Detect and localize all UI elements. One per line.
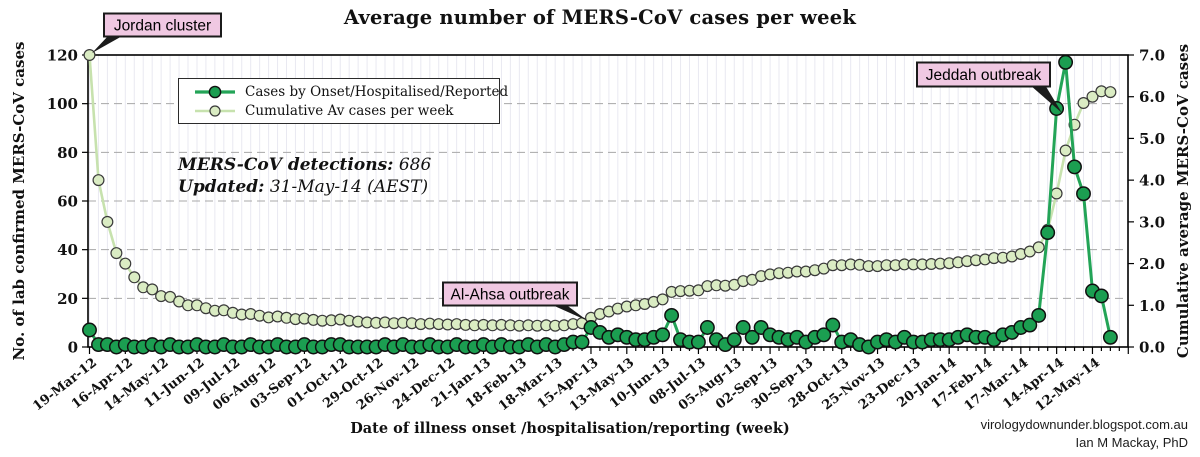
callout-tail <box>550 304 588 321</box>
y-tick-label: 0.0 <box>1139 339 1165 357</box>
data-point <box>146 283 159 296</box>
stats-block: MERS-CoV detections: 686 Updated: 31-May… <box>178 155 431 198</box>
y-axis-title-left: No. of lab confirmed MERS-CoV cases <box>10 41 28 361</box>
legend-swatch-cumulative-icon <box>195 104 235 117</box>
data-point <box>735 320 751 335</box>
credit-url: virologydownunder.blogspot.com.au <box>980 417 1188 432</box>
chart-title: Average number of MERS-CoV cases per wee… <box>343 6 857 29</box>
data-point <box>1093 288 1109 304</box>
y-axis-right-tick-labels: 0.0 1.0 2.0 3.0 4.0 5.0 6.0 7.0 <box>1139 47 1165 357</box>
legend: Cases by Onset/Hospitalised/Reported Cum… <box>178 78 508 124</box>
data-point <box>655 327 671 343</box>
legend-label-cases: Cases by Onset/Hospitalised/Reported <box>245 83 509 100</box>
y-axis-title-right: Cumulative average MERS-CoV cases <box>1174 43 1192 359</box>
data-point <box>1031 307 1047 323</box>
data-point <box>83 48 96 61</box>
horizontal-gridlines <box>88 103 1128 299</box>
legend-label-cumulative: Cumulative Av cases per week <box>245 102 454 119</box>
data-point <box>1050 187 1063 200</box>
y-axis-right-ticks <box>1128 54 1134 348</box>
annotation-jordan-cluster: Jordan cluster <box>92 12 222 53</box>
updated-line: Updated: 31-May-14 (AEST) <box>178 177 431 199</box>
legend-item-cases: Cases by Onset/Hospitalised/Reported <box>192 82 508 101</box>
data-point <box>690 334 706 350</box>
callout-box <box>442 281 578 307</box>
y-tick-label: 60 <box>57 193 78 211</box>
data-point <box>726 332 742 348</box>
annotation-label: Jeddah outbreak <box>926 67 1042 84</box>
data-point <box>1022 317 1038 333</box>
data-point <box>1076 186 1091 202</box>
annotation-jeddah-outbreak: Jeddah outbreak <box>916 61 1062 113</box>
data-point <box>1067 159 1082 175</box>
y-tick-label: 100 <box>47 95 78 113</box>
data-point <box>119 257 132 270</box>
detections-line: MERS-CoV detections: 686 <box>178 155 431 177</box>
data-point <box>1077 96 1090 109</box>
data-point <box>128 271 141 284</box>
y-tick-label: 7.0 <box>1139 47 1165 65</box>
x-axis-tick-labels: 19-Mar-1216-Apr-1214-May-1211-Jun-1209-J… <box>30 355 1103 414</box>
data-point <box>656 293 669 306</box>
y-tick-label: 80 <box>57 144 78 162</box>
data-point <box>1040 225 1056 241</box>
data-point <box>1059 144 1072 157</box>
annotation-label: Jordan cluster <box>114 18 211 35</box>
legend-item-cumulative: Cumulative Av cases per week <box>192 101 499 120</box>
y-tick-label: 0 <box>68 339 78 357</box>
y-tick-label: 20 <box>57 290 78 308</box>
y-tick-label: 120 <box>47 47 78 65</box>
y-tick-label: 2.0 <box>1139 255 1165 273</box>
y-axis-left-tick-labels: 0 20 40 60 80 100 120 <box>47 47 78 357</box>
y-tick-label: 3.0 <box>1139 213 1165 231</box>
data-point <box>699 320 715 335</box>
data-point <box>574 334 590 350</box>
legend-swatch-cases-icon <box>195 85 235 98</box>
data-point <box>1086 90 1099 103</box>
data-point <box>664 307 680 323</box>
annotations-layer: Jordan cluster Al-Ahsa outbreak Jeddah o… <box>92 12 1062 321</box>
data-point <box>816 327 832 343</box>
y-axis-left-ticks <box>82 54 88 348</box>
data-point <box>92 174 105 187</box>
updated-value: 31-May-14 (AEST) <box>269 176 429 197</box>
data-point <box>110 247 123 260</box>
updated-label: Updated: <box>178 176 265 197</box>
annotation-alahsa-outbreak: Al-Ahsa outbreak <box>442 281 588 321</box>
callout-tail <box>92 35 124 53</box>
credit-block: virologydownunder.blogspot.com.au Ian M … <box>981 416 1188 451</box>
y-tick-label: 40 <box>57 241 78 259</box>
credit-author: Ian M Mackay, PhD <box>1075 434 1188 450</box>
data-point <box>82 322 97 338</box>
data-point <box>1102 329 1118 345</box>
data-point <box>1104 86 1117 99</box>
data-point <box>1032 241 1045 254</box>
detections-label: MERS-CoV detections: <box>178 155 394 175</box>
y-tick-label: 1.0 <box>1139 297 1165 315</box>
detections-value: 686 <box>398 155 432 175</box>
cases-series-markers <box>82 54 1118 355</box>
y-tick-label: 4.0 <box>1139 172 1165 190</box>
annotation-label: Al-Ahsa outbreak <box>451 287 570 304</box>
data-point <box>825 317 841 333</box>
callout-tail <box>1030 85 1062 113</box>
y-tick-label: 6.0 <box>1139 88 1165 106</box>
x-axis-title: Date of illness onset /hospitalisation/r… <box>350 420 790 437</box>
data-point <box>1058 54 1074 70</box>
y-tick-label: 5.0 <box>1139 130 1165 148</box>
callout-box <box>103 12 222 38</box>
data-point <box>101 215 114 228</box>
data-point <box>744 329 760 345</box>
callout-box <box>916 61 1051 88</box>
